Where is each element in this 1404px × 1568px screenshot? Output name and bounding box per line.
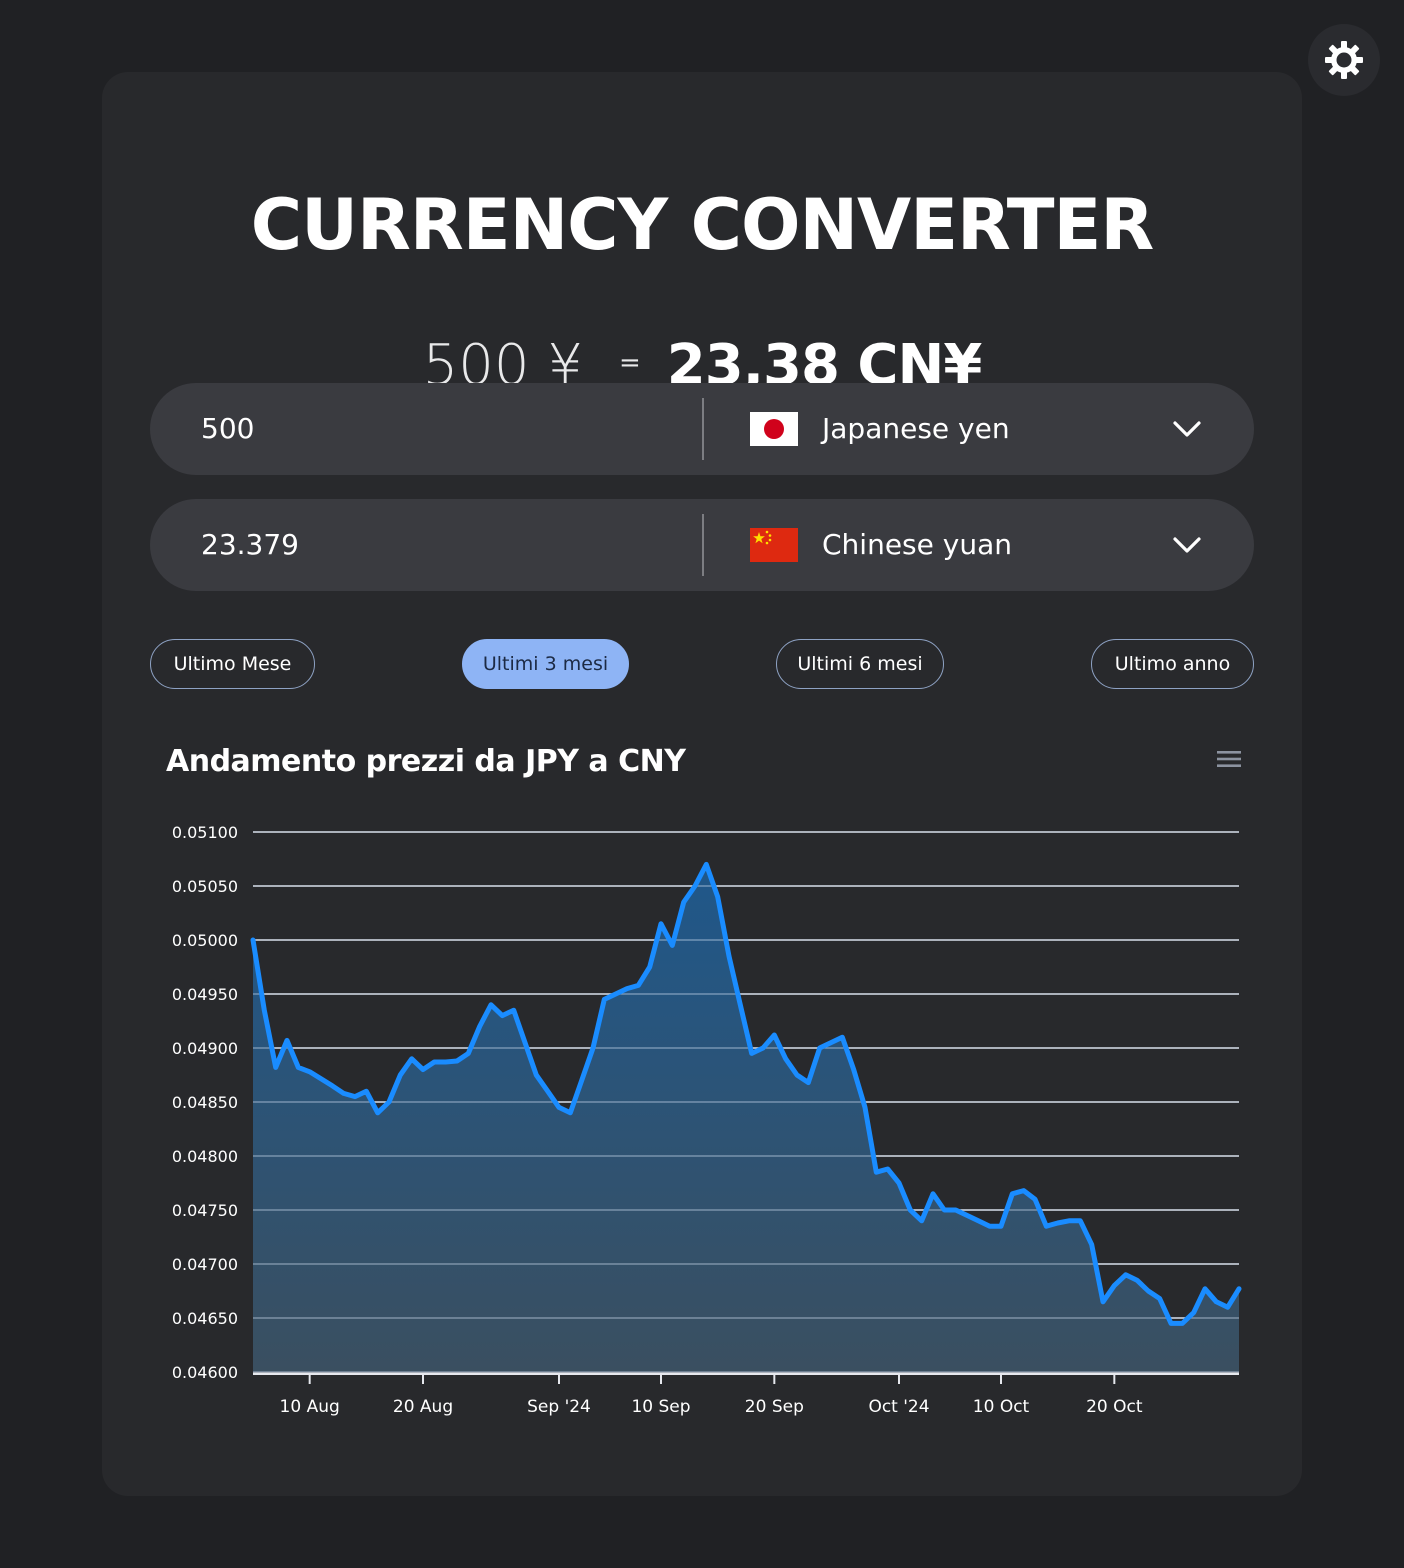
- y-tick-label: 0.04950: [172, 985, 238, 1004]
- chart-series-line: [250, 861, 1242, 1326]
- y-tick-label: 0.05050: [172, 877, 238, 896]
- china-flag-icon: [750, 528, 798, 562]
- y-tick-label: 0.04850: [172, 1093, 238, 1112]
- from-amount-input[interactable]: 500: [201, 412, 255, 445]
- x-tick-label: 20 Sep: [745, 1397, 804, 1417]
- japan-flag-icon: [750, 412, 798, 446]
- to-currency-select[interactable]: Chinese yuan: [822, 528, 1012, 561]
- x-tick-label: 20 Oct: [1086, 1397, 1143, 1417]
- range-last-month-button[interactable]: Ultimo Mese: [150, 639, 315, 689]
- range-last-3-months-button[interactable]: Ultimi 3 mesi: [462, 639, 629, 689]
- x-tick-label: 10 Aug: [280, 1397, 340, 1417]
- to-currency-row: 23.379 Chinese yuan: [150, 499, 1254, 591]
- chart-area-fill: [253, 864, 1239, 1372]
- x-tick-label: 10 Oct: [973, 1397, 1030, 1417]
- price-chart: 0.04600 0.04650 0.04700 0.04750 0.04800 0.048…: [172, 823, 1242, 1417]
- chevron-down-icon[interactable]: [1172, 533, 1202, 557]
- x-tick-label: 20 Aug: [393, 1397, 453, 1417]
- result-equals-sign: =: [618, 348, 641, 378]
- y-tick-label: 0.04800: [172, 1147, 238, 1166]
- theme-toggle-button[interactable]: [1308, 24, 1380, 96]
- range-last-6-months-button[interactable]: Ultimi 6 mesi: [776, 639, 944, 689]
- x-tick-label: Oct '24: [868, 1397, 929, 1417]
- from-currency-row: 500 Japanese yen: [150, 383, 1254, 475]
- range-last-year-button[interactable]: Ultimo anno: [1091, 639, 1254, 689]
- row-divider: [702, 398, 704, 460]
- to-amount-input[interactable]: 23.379: [201, 528, 299, 561]
- y-tick-label: 0.05100: [172, 823, 238, 842]
- chart-title: Andamento prezzi da JPY a CNY: [166, 744, 686, 779]
- x-tick-label: Sep '24: [527, 1397, 591, 1417]
- y-tick-label: 0.04700: [172, 1255, 238, 1274]
- converter-card: CURRENCY CONVERTER 500 ¥ = 23,38 CN¥ 500…: [102, 72, 1302, 1496]
- chevron-down-icon[interactable]: [1172, 417, 1202, 441]
- x-tick-label: 10 Sep: [631, 1397, 690, 1417]
- page-title: CURRENCY CONVERTER: [250, 184, 1155, 266]
- y-tick-label: 0.04750: [172, 1201, 238, 1220]
- y-tick-label: 0.04900: [172, 1039, 238, 1058]
- row-divider: [702, 514, 704, 576]
- y-tick-label: 0.04600: [172, 1363, 238, 1382]
- y-tick-label: 0.04650: [172, 1309, 238, 1328]
- chart-menu-icon[interactable]: [1214, 748, 1244, 770]
- sun-icon: [1325, 41, 1363, 79]
- from-currency-select[interactable]: Japanese yen: [822, 412, 1010, 445]
- y-tick-label: 0.05000: [172, 931, 238, 950]
